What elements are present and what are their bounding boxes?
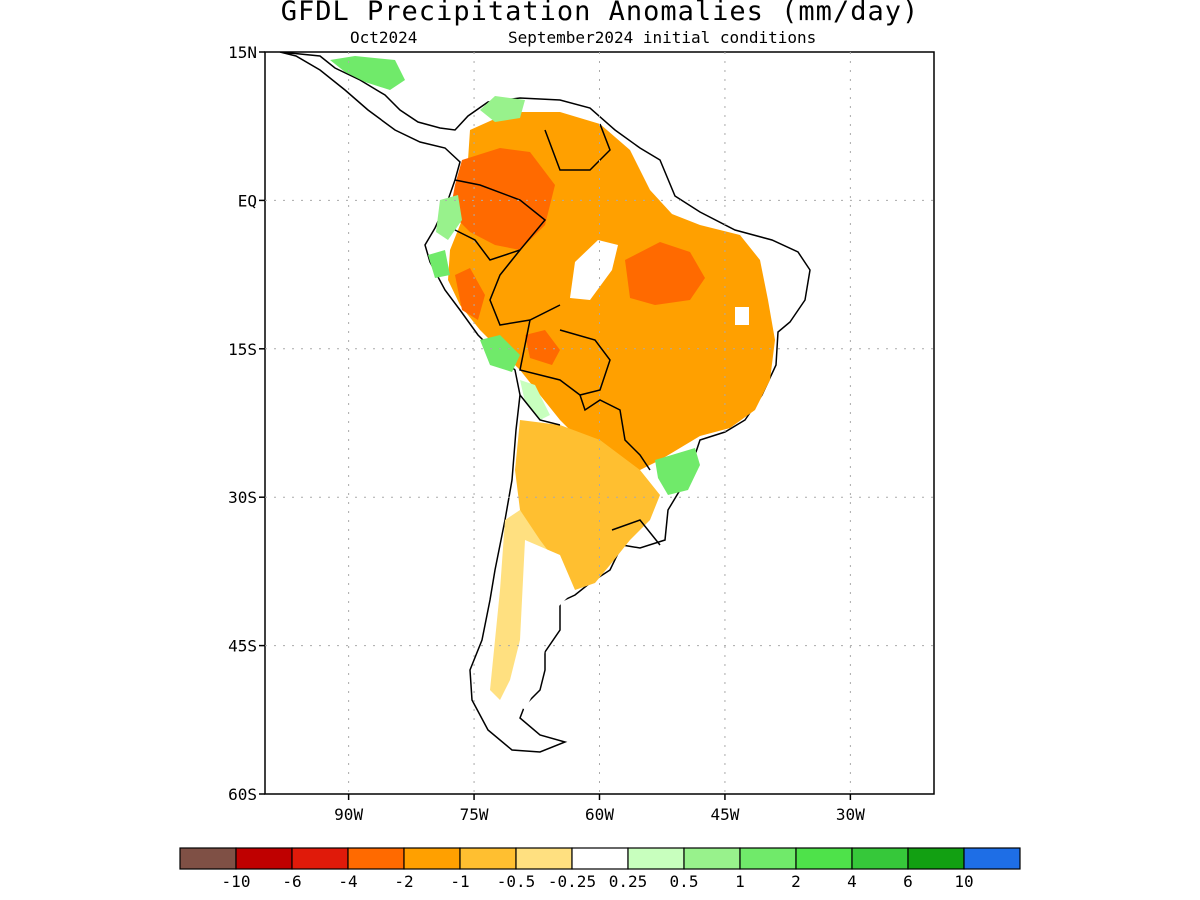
- legend-swatch: [571, 847, 629, 870]
- legend-label: -4: [338, 872, 357, 891]
- legend-label: 2: [791, 872, 801, 891]
- neutral-patch-northeast: [735, 307, 749, 325]
- lat-label: 60S: [228, 785, 257, 804]
- lat-label: 15N: [228, 43, 257, 62]
- lat-label: 45S: [228, 637, 257, 656]
- lat-label: 15S: [228, 340, 257, 359]
- country-borders: [454, 123, 661, 546]
- anomaly-plus-ecuador: [436, 195, 462, 240]
- legend-label: -6: [282, 872, 301, 891]
- lat-label: 30S: [228, 488, 257, 507]
- lon-label: 45W: [710, 805, 739, 824]
- legend-swatch: [403, 847, 461, 870]
- legend-swatch: [907, 847, 965, 870]
- legend-swatch: [459, 847, 517, 870]
- legend-swatch: [683, 847, 741, 870]
- anomaly-plus-central-america: [330, 56, 405, 90]
- latitude-labels: 15N EQ 15S 30S 45S 60S: [228, 43, 257, 804]
- legend-swatch: [739, 847, 797, 870]
- legend-swatch: [291, 847, 349, 870]
- anomaly-minus05-region: [515, 420, 660, 590]
- legend-label: -10: [222, 872, 251, 891]
- legend-swatch: [963, 847, 1021, 870]
- legend-label: 4: [847, 872, 857, 891]
- legend-label: 0.25: [609, 872, 648, 891]
- legend-swatch: [627, 847, 685, 870]
- anomaly-plus-peru: [480, 335, 520, 372]
- forecast-month: Oct2024: [350, 28, 418, 47]
- legend-label: -1: [450, 872, 469, 891]
- anomaly-minus2-peru: [455, 268, 485, 320]
- lon-label: 60W: [585, 805, 614, 824]
- legend-label: -2: [394, 872, 413, 891]
- anomaly-minus2-colombia: [450, 148, 555, 250]
- map-panel: [279, 52, 811, 753]
- anomaly-plus-southeast-brazil: [655, 448, 700, 495]
- lon-label: 75W: [460, 805, 489, 824]
- legend-swatch: [179, 847, 237, 870]
- legend-swatch: [235, 847, 293, 870]
- legend-label: 10: [954, 872, 973, 891]
- map-title: GFDL Precipitation Anomalies (mm/day): [280, 0, 920, 27]
- legend-swatch: [347, 847, 405, 870]
- legend-swatch: [515, 847, 573, 870]
- legend-label: -0.5: [497, 872, 536, 891]
- anomaly-plus-colombia-north: [480, 96, 525, 122]
- initial-conditions: September2024 initial conditions: [508, 28, 817, 47]
- legend-label: -0.25: [548, 872, 596, 891]
- legend-label: 6: [903, 872, 913, 891]
- anomaly-minus2-bolivia: [525, 330, 560, 365]
- neutral-patch-amazon: [570, 240, 618, 300]
- legend-label: 1: [735, 872, 745, 891]
- legend-swatch: [851, 847, 909, 870]
- lat-label: EQ: [238, 191, 257, 210]
- lon-label: 30W: [836, 805, 865, 824]
- legend-label: 0.5: [670, 872, 699, 891]
- anomaly-minus2-brazil: [625, 242, 705, 305]
- anomaly-plus-chile: [520, 380, 550, 420]
- longitude-labels: 90W 75W 60W 45W 30W: [334, 805, 865, 824]
- neutral-patch-patagonia: [512, 540, 575, 710]
- anomaly-plus-ecuador-coast: [428, 250, 450, 278]
- color-legend: -10 -6 -4 -2 -1 -0.5 -0.25 0.25 0.5 1 2 4 6 10: [179, 847, 1021, 891]
- graticule: [259, 51, 934, 800]
- lon-label: 90W: [334, 805, 363, 824]
- legend-swatch: [795, 847, 853, 870]
